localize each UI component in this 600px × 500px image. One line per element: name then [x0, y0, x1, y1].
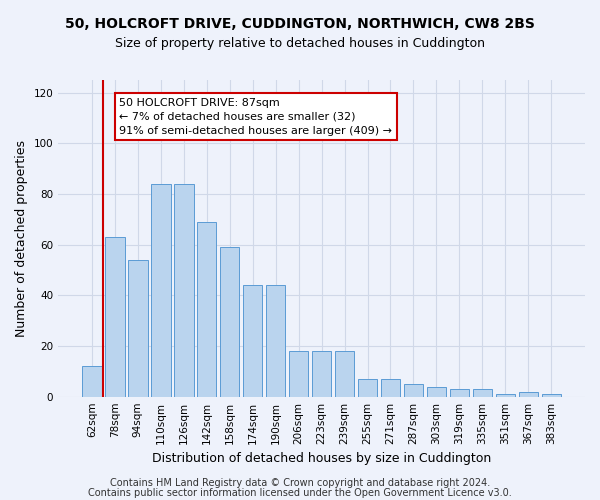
Bar	[128, 260, 148, 396]
Bar	[449, 389, 469, 396]
Bar	[151, 184, 170, 396]
Y-axis label: Number of detached properties: Number of detached properties	[15, 140, 28, 337]
Text: Contains HM Land Registry data © Crown copyright and database right 2024.: Contains HM Land Registry data © Crown c…	[110, 478, 490, 488]
Bar	[381, 379, 400, 396]
Bar	[542, 394, 561, 396]
Bar	[473, 389, 492, 396]
Bar	[312, 351, 331, 397]
Text: 50, HOLCROFT DRIVE, CUDDINGTON, NORTHWICH, CW8 2BS: 50, HOLCROFT DRIVE, CUDDINGTON, NORTHWIC…	[65, 18, 535, 32]
Bar	[335, 351, 355, 397]
Bar	[289, 351, 308, 397]
Bar	[358, 379, 377, 396]
Bar	[518, 392, 538, 396]
Bar	[496, 394, 515, 396]
Bar	[105, 237, 125, 396]
Bar	[404, 384, 423, 396]
Bar	[243, 285, 262, 397]
Bar	[174, 184, 194, 396]
Bar	[220, 247, 239, 396]
Text: 50 HOLCROFT DRIVE: 87sqm
← 7% of detached houses are smaller (32)
91% of semi-de: 50 HOLCROFT DRIVE: 87sqm ← 7% of detache…	[119, 98, 392, 136]
Bar	[197, 222, 217, 396]
Text: Contains public sector information licensed under the Open Government Licence v3: Contains public sector information licen…	[88, 488, 512, 498]
Bar	[266, 285, 286, 397]
Bar	[427, 386, 446, 396]
Bar	[82, 366, 101, 396]
Text: Size of property relative to detached houses in Cuddington: Size of property relative to detached ho…	[115, 38, 485, 51]
X-axis label: Distribution of detached houses by size in Cuddington: Distribution of detached houses by size …	[152, 452, 491, 465]
